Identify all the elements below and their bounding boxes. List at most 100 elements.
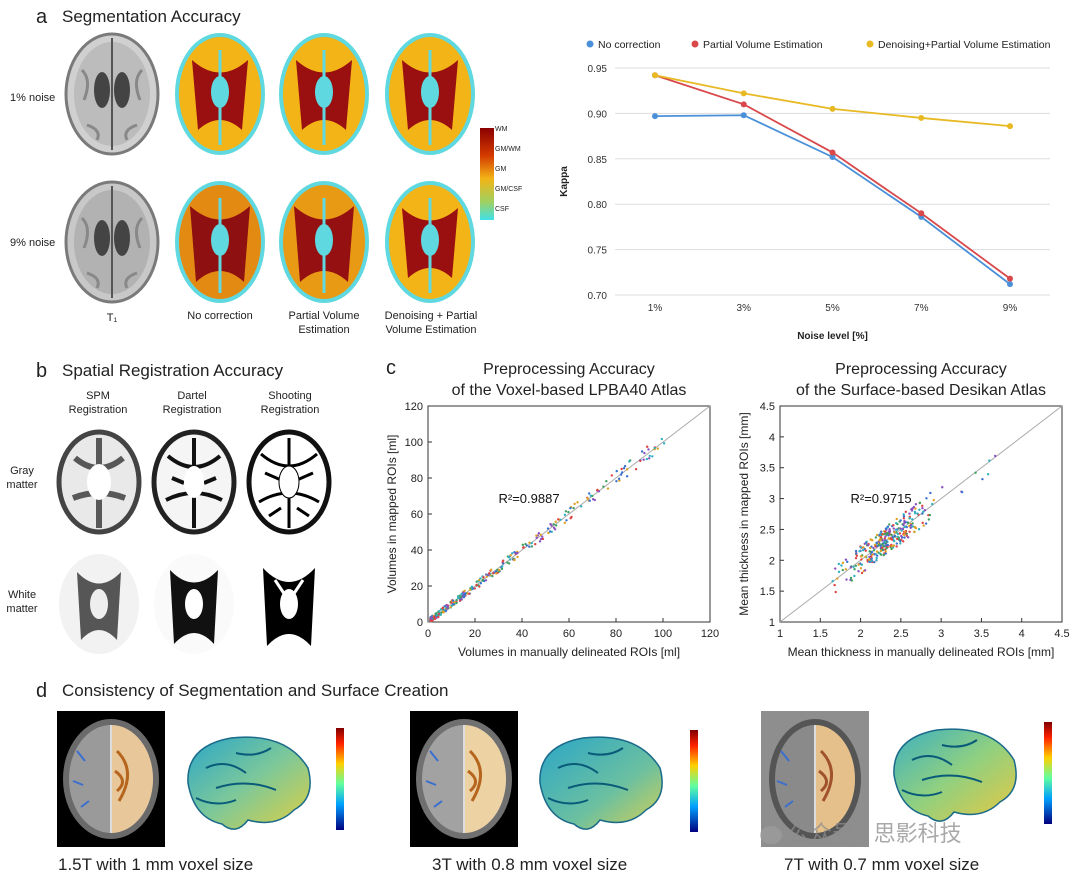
scatter-point xyxy=(539,533,542,536)
x-axis-title: Noise level [%] xyxy=(797,331,868,342)
scatter-point xyxy=(576,501,579,504)
scatter-point xyxy=(855,552,858,555)
scatter-point xyxy=(909,523,913,527)
scatter-point xyxy=(646,445,649,448)
cb-label-wm: WM xyxy=(495,126,508,133)
scatter-point xyxy=(872,546,875,550)
scatter-point xyxy=(846,560,849,564)
scatter-point xyxy=(879,549,883,553)
scatter-point xyxy=(845,578,848,581)
data-point xyxy=(829,153,836,160)
scatter-point xyxy=(482,576,485,579)
scatter-point xyxy=(894,528,898,531)
scatter-point xyxy=(932,498,935,502)
y-tick-label: 3 xyxy=(769,494,775,506)
gm-shooting-brain xyxy=(246,429,332,535)
x-tick-label: 5% xyxy=(825,303,840,314)
scatter-point xyxy=(906,536,910,539)
scatter-point xyxy=(473,587,477,590)
wechat-icon xyxy=(760,826,782,845)
scatter-point xyxy=(539,537,543,541)
scatter-point xyxy=(572,506,575,510)
scatter-point xyxy=(573,502,576,506)
y-tick-label: 20 xyxy=(411,581,423,593)
r-squared-annotation: R²=0.9887 xyxy=(499,491,560,506)
cb-label-gmwm: GM/WM xyxy=(495,146,521,153)
scatter-point xyxy=(888,530,891,534)
scatter-point xyxy=(911,518,914,521)
scatter-point xyxy=(914,507,917,510)
scatter-point xyxy=(868,555,871,559)
chart-title-line: of the Surface-based Desikan Atlas xyxy=(796,382,1046,399)
x-tick-label: 7% xyxy=(914,303,929,314)
y-tick-label: 0 xyxy=(417,617,423,629)
scatter-point xyxy=(859,567,863,570)
scatter-point xyxy=(914,503,918,506)
scatter-point xyxy=(455,601,458,605)
scatter-point xyxy=(863,569,867,572)
scatter-point xyxy=(852,565,855,569)
chart-title-line: Preprocessing Accuracy xyxy=(483,361,655,378)
scatter-point xyxy=(589,494,592,497)
scatter-point xyxy=(922,524,925,527)
y-tick-label: 1.5 xyxy=(760,586,775,598)
scatter-point xyxy=(455,598,458,602)
scatter-point xyxy=(908,524,911,528)
scatter-point xyxy=(892,544,896,547)
scatter-point xyxy=(883,532,886,536)
scatter-point xyxy=(618,479,621,482)
scatter-point xyxy=(521,543,525,547)
scatter-point xyxy=(908,512,911,515)
scatter-point xyxy=(662,442,666,445)
legend-marker xyxy=(866,40,874,48)
scatter-point xyxy=(924,522,928,525)
scatter-point xyxy=(565,519,568,522)
scatter-point xyxy=(484,579,488,582)
scatter-point xyxy=(899,539,902,543)
scatter-point xyxy=(913,530,916,534)
scatter-point xyxy=(528,545,531,548)
scatter-point xyxy=(875,550,879,553)
scatter-point xyxy=(900,534,903,538)
scatter-point xyxy=(651,455,654,458)
scatter-point xyxy=(878,539,881,542)
scatter-point xyxy=(645,457,649,461)
scatter-point xyxy=(548,530,552,533)
scatter-point xyxy=(899,519,902,522)
scatter-point xyxy=(873,560,876,564)
thickness-colorbar-3 xyxy=(1044,722,1052,824)
data-point xyxy=(918,210,925,217)
legend-marker xyxy=(691,40,699,48)
scatter-point xyxy=(903,521,906,525)
caption-1-5t: 1.5T with 1 mm voxel size xyxy=(58,855,254,874)
scatter-point xyxy=(487,573,490,577)
scatter-point xyxy=(841,568,845,572)
scatter-point xyxy=(903,525,906,529)
caption-7t: 7T with 0.7 mm voxel size xyxy=(784,855,980,874)
col-label-t1: T₁ xyxy=(106,312,118,324)
data-point xyxy=(918,114,925,121)
cb-label-gm: GM xyxy=(495,166,507,173)
scatter-point xyxy=(884,527,888,530)
scatter-point xyxy=(925,497,928,500)
data-point xyxy=(829,105,836,112)
scatter-point xyxy=(903,530,907,533)
scatter-point xyxy=(491,574,494,578)
scatter-point xyxy=(893,534,897,538)
scatter-point xyxy=(862,546,865,549)
y-tick-label: 1 xyxy=(769,617,775,629)
scatter-point xyxy=(910,509,914,512)
scatter-point xyxy=(927,518,931,521)
scatter-point xyxy=(870,551,874,554)
scatter-point xyxy=(902,517,906,520)
scatter-point xyxy=(656,447,659,450)
scatter-point xyxy=(524,542,527,546)
gm-spm-brain xyxy=(56,429,142,535)
scatter-point xyxy=(617,477,621,481)
scatter-point xyxy=(626,468,629,471)
scatter-point xyxy=(460,592,463,596)
scatter-point xyxy=(864,555,867,559)
scatter-point xyxy=(860,558,863,561)
scatter-point xyxy=(884,530,887,533)
scatter-point xyxy=(615,469,618,473)
